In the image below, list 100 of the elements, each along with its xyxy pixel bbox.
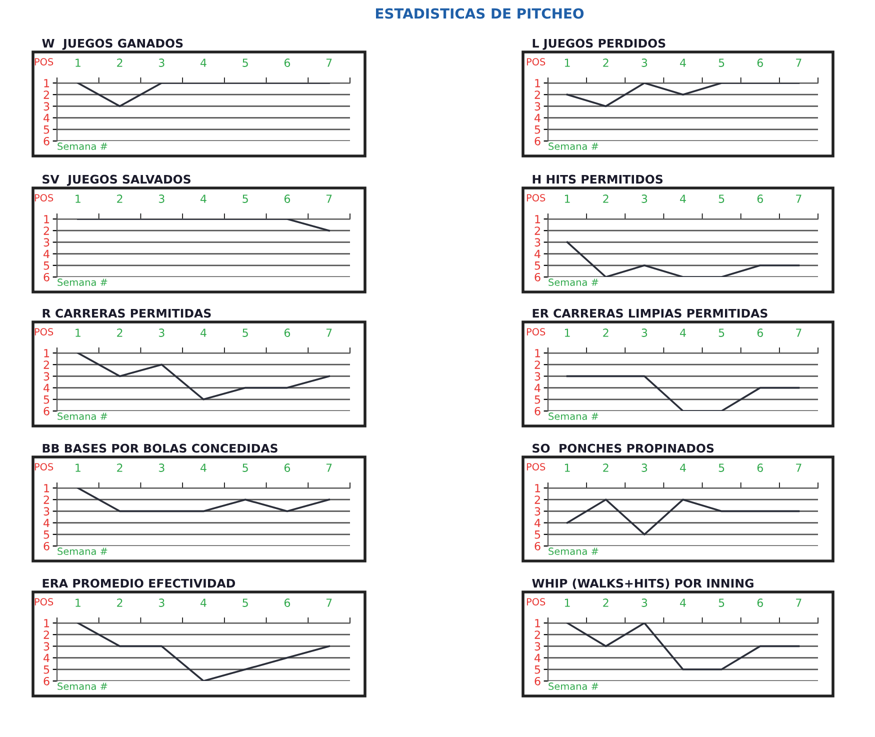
- chart-title: SO PONCHES PROPINADOS: [532, 444, 714, 453]
- y-tick-label: 4: [44, 384, 50, 392]
- x-tick-label: 6: [757, 328, 763, 337]
- line-series: [77, 353, 330, 400]
- y-tick-label: 5: [44, 666, 50, 674]
- x-axis-title: Semana #: [548, 682, 598, 690]
- y-tick-label: 5: [534, 396, 540, 404]
- y-tick-label: 6: [44, 136, 50, 146]
- x-tick-label: 3: [642, 194, 648, 203]
- y-tick-label: 6: [44, 676, 50, 686]
- y-tick-label: 2: [44, 90, 49, 99]
- x-tick-label: 3: [158, 328, 164, 337]
- y-tick-label: 4: [534, 654, 540, 662]
- y-tick-label: 4: [44, 250, 50, 258]
- x-tick-label: 6: [757, 194, 763, 203]
- x-tick-label: 4: [680, 194, 686, 203]
- chart-title: H HITS PERMITIDOS: [532, 174, 663, 184]
- x-tick-label: 6: [284, 328, 290, 337]
- x-tick-label: 2: [117, 328, 122, 337]
- x-tick-label: 2: [117, 194, 122, 203]
- y-tick-label: 1: [44, 215, 50, 224]
- x-tick-label: 4: [680, 464, 686, 472]
- x-tick-label: 2: [603, 328, 608, 337]
- y-axis-title: POS: [34, 194, 54, 202]
- x-tick-label: 5: [242, 464, 248, 472]
- x-tick-label: 1: [76, 58, 80, 67]
- y-tick-label: 2: [44, 630, 49, 639]
- y-tick-label: 6: [534, 406, 540, 416]
- x-axis-title: Semana #: [58, 278, 108, 286]
- x-tick-label: 5: [242, 58, 248, 67]
- y-axis-title: POS: [526, 328, 546, 336]
- x-tick-label: 6: [284, 194, 290, 203]
- chart-title: R CARRERAS PERMITIDAS: [42, 308, 211, 318]
- x-tick-label: 4: [200, 328, 206, 337]
- text: ESTADISTICAS DE PITCHEO: [376, 8, 584, 19]
- x-tick-label: 1: [76, 194, 80, 203]
- x-tick-label: 7: [326, 464, 332, 472]
- chart-title: W JUEGOS GANADOS: [42, 38, 183, 50]
- y-axis-title: POS: [34, 598, 54, 606]
- y-tick-label: 5: [534, 262, 540, 270]
- x-tick-label: 3: [642, 328, 648, 337]
- x-tick-label: 7: [796, 464, 802, 472]
- x-tick-label: 3: [158, 598, 164, 607]
- y-axis-title: POS: [34, 463, 54, 470]
- y-tick-label: 5: [534, 126, 540, 134]
- x-tick-label: 2: [117, 58, 122, 67]
- y-tick-label: 4: [44, 654, 50, 662]
- x-tick-label: 2: [603, 598, 608, 607]
- line-series: [566, 498, 800, 536]
- y-tick-label: 1: [535, 484, 540, 492]
- chart-title: ER CARRERAS LIMPIAS PERMITIDAS: [532, 308, 768, 318]
- chart-title: BB BASES POR BOLAS CONCEDIDAS: [42, 444, 278, 453]
- x-tick-label: 6: [284, 464, 290, 472]
- y-tick-label: 5: [44, 396, 50, 404]
- y-tick-label: 6: [534, 136, 540, 146]
- x-tick-label: 6: [757, 464, 763, 472]
- x-tick-label: 5: [718, 464, 724, 472]
- y-tick-label: 1: [44, 619, 50, 628]
- y-axis-title: POS: [526, 598, 546, 606]
- y-tick-label: 3: [44, 642, 50, 651]
- y-tick-label: 5: [534, 530, 540, 539]
- x-tick-label: 6: [757, 598, 763, 607]
- chart-title: WHIP (WALKS+HITS) POR INNING: [532, 578, 754, 590]
- x-tick-label: 1: [564, 598, 570, 607]
- x-tick-label: 5: [718, 598, 724, 607]
- x-axis-title: Semana #: [58, 682, 108, 690]
- x-tick-label: 3: [642, 58, 648, 67]
- x-tick-label: 7: [326, 328, 332, 337]
- y-tick-label: 4: [534, 114, 540, 122]
- x-axis-title: Semana #: [58, 412, 108, 420]
- x-axis-title: Semana #: [58, 142, 108, 150]
- y-tick-label: 4: [44, 518, 50, 528]
- y-tick-label: 5: [44, 262, 50, 270]
- y-tick-label: 4: [534, 518, 540, 528]
- x-tick-label: 1: [564, 464, 570, 472]
- y-tick-label: 1: [535, 349, 540, 358]
- line-series: [77, 623, 330, 681]
- x-tick-label: 4: [680, 58, 686, 67]
- y-tick-label: 5: [534, 666, 540, 674]
- y-tick-label: 6: [44, 406, 50, 416]
- x-tick-label: 1: [76, 464, 80, 472]
- y-tick-label: 1: [535, 619, 540, 628]
- x-tick-label: 2: [117, 598, 122, 607]
- y-tick-label: 4: [534, 384, 540, 392]
- x-tick-label: 1: [564, 328, 570, 337]
- x-tick-label: 6: [757, 58, 763, 67]
- y-tick-label: 6: [534, 542, 540, 550]
- y-tick-label: 4: [534, 250, 540, 258]
- x-tick-label: 4: [200, 194, 206, 203]
- y-tick-label: 3: [44, 507, 50, 516]
- y-tick-label: 2: [44, 496, 49, 504]
- y-tick-label: 3: [534, 102, 540, 111]
- x-tick-label: 3: [158, 58, 164, 67]
- x-tick-label: 7: [326, 194, 332, 203]
- y-tick-label: 1: [44, 349, 50, 358]
- y-tick-label: 2: [44, 226, 49, 235]
- y-axis-title: POS: [526, 194, 546, 202]
- x-tick-label: 3: [158, 464, 164, 472]
- y-axis-title: POS: [526, 463, 546, 470]
- x-axis-title: Semana #: [548, 278, 598, 286]
